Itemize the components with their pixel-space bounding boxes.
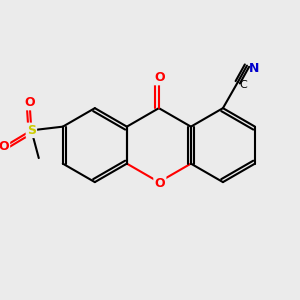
- Text: O: O: [0, 140, 9, 154]
- Text: O: O: [24, 96, 35, 109]
- Text: C: C: [240, 80, 248, 90]
- Text: O: O: [154, 177, 165, 190]
- Text: O: O: [154, 71, 165, 84]
- Text: N: N: [249, 62, 259, 75]
- Text: S: S: [27, 124, 36, 137]
